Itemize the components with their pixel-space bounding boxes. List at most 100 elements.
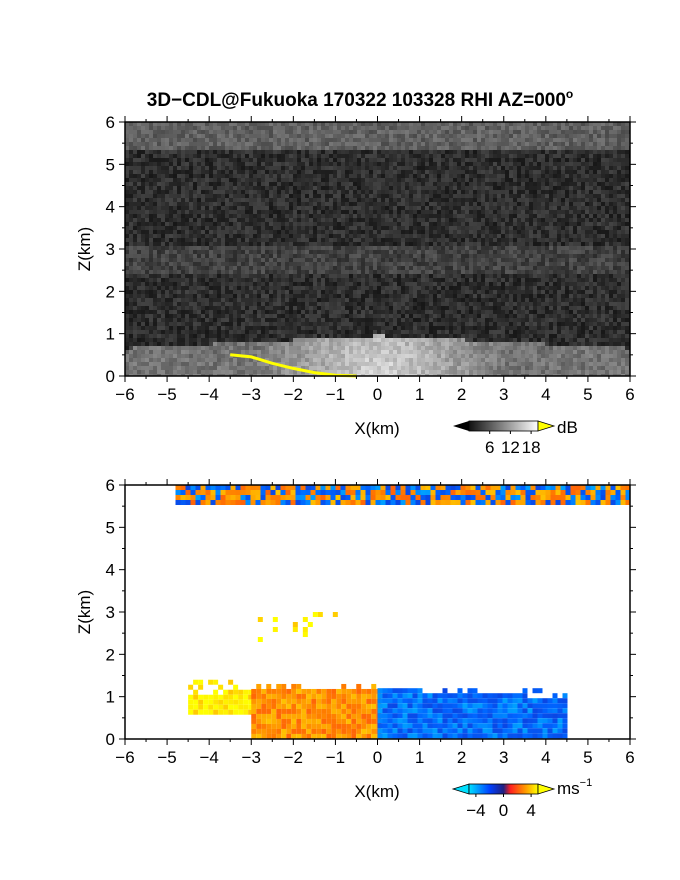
snr-cell xyxy=(389,218,393,222)
snr-cell xyxy=(265,226,269,230)
snr-cell xyxy=(225,158,229,162)
snr-cell xyxy=(509,206,513,210)
snr-cell xyxy=(493,254,497,258)
snr-cell xyxy=(361,234,365,238)
snr-cell xyxy=(441,142,445,146)
snr-cell xyxy=(221,150,225,154)
snr-cell xyxy=(525,178,529,182)
snr-cell xyxy=(429,186,433,190)
snr-cell xyxy=(297,258,301,262)
snr-cell xyxy=(373,274,377,278)
snr-cell xyxy=(565,270,569,274)
snr-cell xyxy=(385,218,389,222)
snr-cell xyxy=(301,146,305,150)
snr-cell xyxy=(237,226,241,230)
snr-cell xyxy=(249,262,253,266)
snr-cell xyxy=(617,222,621,226)
snr-cell xyxy=(269,214,273,218)
snr-cell xyxy=(285,246,289,250)
snr-cell xyxy=(305,186,309,190)
snr-cell xyxy=(525,138,529,142)
snr-cell xyxy=(449,242,453,246)
snr-cell xyxy=(161,210,165,214)
snr-cell xyxy=(525,230,529,234)
snr-cell xyxy=(309,234,313,238)
snr-cell xyxy=(493,262,497,266)
snr-cell xyxy=(453,202,457,206)
snr-cell xyxy=(277,162,281,166)
snr-cell xyxy=(185,150,189,154)
snr-cell xyxy=(125,186,129,190)
snr-cell xyxy=(517,266,521,270)
snr-cell xyxy=(609,126,613,130)
snr-cell xyxy=(153,238,157,242)
snr-cell xyxy=(337,254,341,258)
snr-cell xyxy=(321,198,325,202)
snr-cell xyxy=(193,238,197,242)
snr-cell xyxy=(605,174,609,178)
snr-cell xyxy=(389,194,393,198)
snr-cell xyxy=(149,134,153,138)
snr-cell xyxy=(557,190,561,194)
snr-cell xyxy=(521,170,525,174)
snr-cell xyxy=(457,262,461,266)
snr-cell xyxy=(585,202,589,206)
snr-cell xyxy=(465,130,469,134)
snr-cell xyxy=(589,262,593,266)
snr-cell xyxy=(233,262,237,266)
snr-cell xyxy=(265,274,269,278)
snr-cell xyxy=(381,246,385,250)
snr-cell xyxy=(389,226,393,230)
snr-cell xyxy=(489,270,493,274)
snr-cell xyxy=(589,166,593,170)
snr-cell xyxy=(165,186,169,190)
snr-cell xyxy=(369,162,373,166)
snr-cell xyxy=(621,194,625,198)
snr-cell xyxy=(601,178,605,182)
snr-cell xyxy=(541,230,545,234)
snr-cell xyxy=(341,122,345,126)
snr-cell xyxy=(553,130,557,134)
snr-cell xyxy=(177,274,181,278)
snr-cell xyxy=(313,254,317,258)
snr-cell xyxy=(465,206,469,210)
snr-cell xyxy=(465,186,469,190)
snr-cell xyxy=(233,278,237,282)
snr-cell xyxy=(621,246,625,250)
snr-cell xyxy=(465,158,469,162)
snr-cell xyxy=(577,274,581,278)
snr-cell xyxy=(565,230,569,234)
snr-cell xyxy=(461,234,465,238)
snr-cell xyxy=(281,142,285,146)
snr-cell xyxy=(165,154,169,158)
snr-cell xyxy=(161,178,165,182)
snr-cell xyxy=(541,254,545,258)
snr-cell xyxy=(313,274,317,278)
snr-cell xyxy=(613,190,617,194)
snr-cell xyxy=(533,190,537,194)
snr-cell xyxy=(309,158,313,162)
snr-cell xyxy=(165,190,169,194)
snr-cell xyxy=(497,218,501,222)
snr-cell xyxy=(621,222,625,226)
snr-cell xyxy=(517,238,521,242)
snr-cell xyxy=(141,174,145,178)
snr-cell xyxy=(493,270,497,274)
snr-cell xyxy=(345,238,349,242)
snr-cell xyxy=(253,178,257,182)
snr-cell xyxy=(201,222,205,226)
snr-cell xyxy=(181,262,185,266)
snr-cell xyxy=(589,274,593,278)
snr-cell xyxy=(389,126,393,130)
snr-cell xyxy=(177,146,181,150)
snr-cell xyxy=(181,274,185,278)
snr-cell xyxy=(597,134,601,138)
snr-cell xyxy=(297,266,301,270)
snr-cell xyxy=(181,202,185,206)
snr-cell xyxy=(505,134,509,138)
snr-cell xyxy=(605,254,609,258)
snr-cell xyxy=(421,234,425,238)
snr-cell xyxy=(617,138,621,142)
snr-cell xyxy=(241,130,245,134)
snr-cell xyxy=(441,270,445,274)
